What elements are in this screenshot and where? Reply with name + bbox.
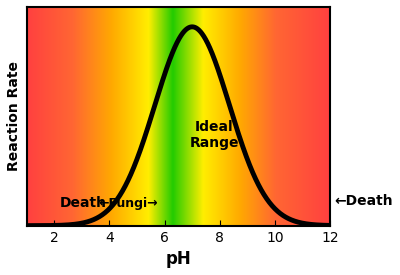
Text: ←Fungi→: ←Fungi→ xyxy=(99,197,158,210)
Text: Death: Death xyxy=(60,196,107,210)
Text: ←Death: ←Death xyxy=(334,194,393,208)
X-axis label: pH: pH xyxy=(166,250,191,268)
Text: Ideal
Range: Ideal Range xyxy=(190,120,239,150)
Y-axis label: Reaction Rate: Reaction Rate xyxy=(7,61,21,171)
